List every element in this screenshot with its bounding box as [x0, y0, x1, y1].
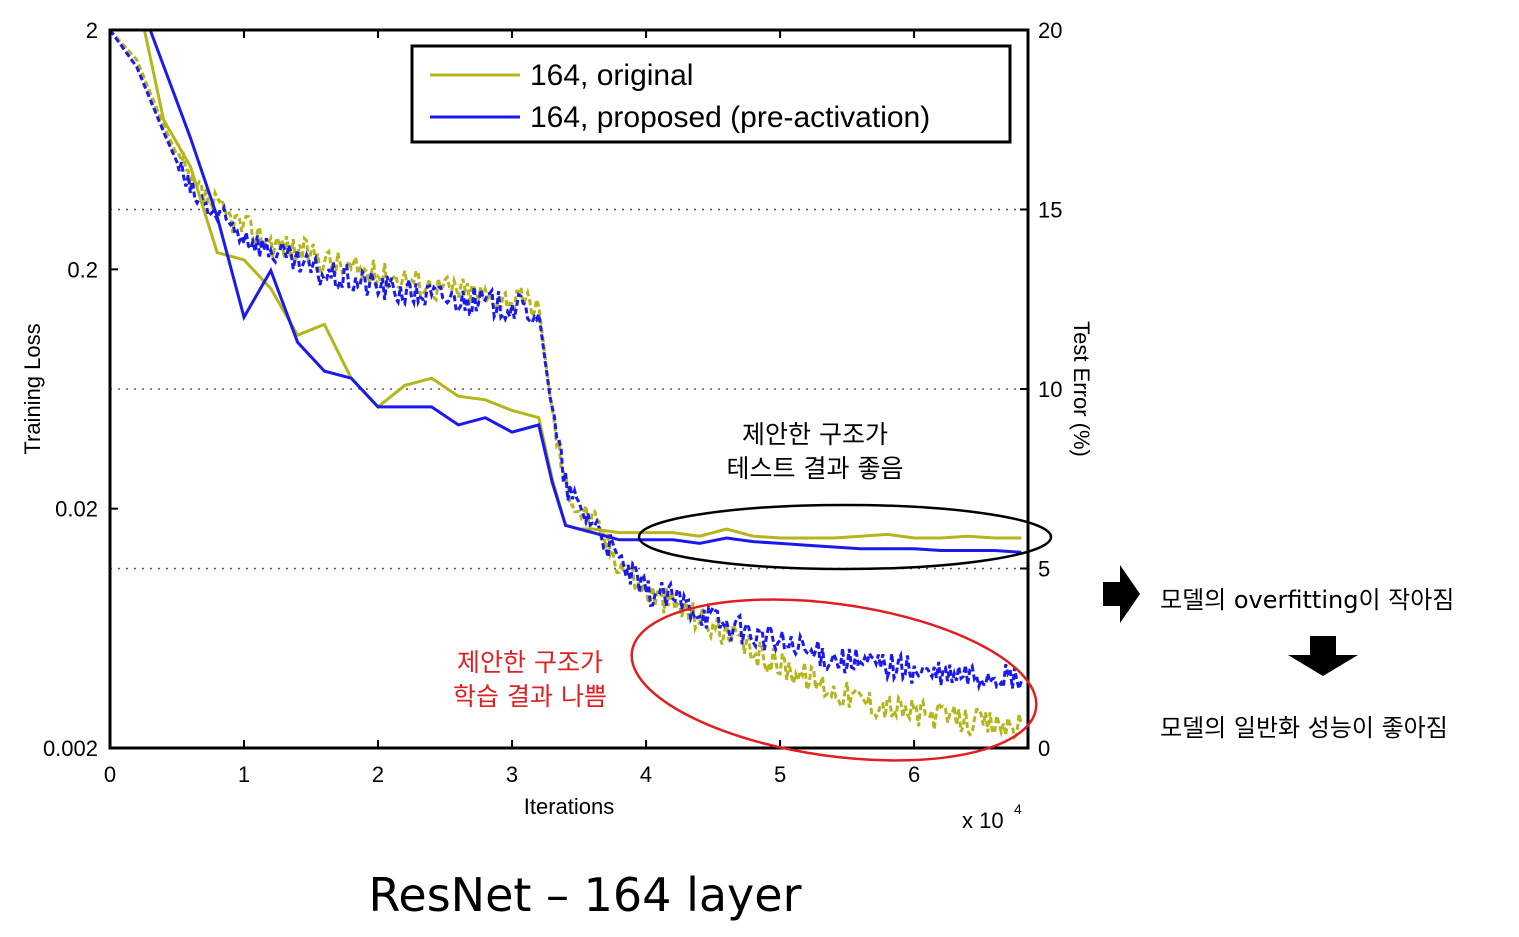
- legend-label: 164, original: [530, 59, 693, 92]
- annotation-ellipses: [630, 503, 1053, 762]
- x-tick-label: 0: [104, 762, 116, 787]
- red-annotation-line1: 제안한 구조가: [457, 648, 603, 677]
- black-annotation: 제안한 구조가 테스트 결과 좋음: [680, 418, 950, 486]
- x-axis-label: Iterations: [524, 794, 615, 819]
- x-tick-label: 6: [908, 762, 920, 787]
- y-left-tick-label: 0.002: [43, 736, 98, 761]
- y-left-tick-label: 2: [86, 18, 98, 43]
- side-note-overfitting: 모델의 overfitting이 작아짐: [1160, 586, 1455, 614]
- y-left-axis-label: Training Loss: [20, 323, 45, 454]
- figure-caption: ResNet – 164 layer: [368, 868, 802, 922]
- y-right-tick-label: 20: [1038, 18, 1062, 43]
- y-left-tick-label: 0.02: [55, 497, 98, 522]
- down-arrow-icon: [1288, 636, 1358, 676]
- black-highlight-ellipse: [637, 503, 1053, 571]
- x-tick-label: 1: [238, 762, 250, 787]
- right-arrow-icon: [1103, 565, 1140, 623]
- y-right-tick-label: 5: [1038, 557, 1050, 582]
- legend-label: 164, proposed (pre-activation): [530, 101, 930, 134]
- axis-labels: 0 1 2 3 4 5 6 2 0.2 0.02 0.002 20 15 10 5 0 Iterations x …: [20, 18, 1094, 833]
- y-right-tick-label: 0: [1038, 736, 1050, 761]
- arrows: [1103, 565, 1358, 676]
- x-tick-label: 3: [506, 762, 518, 787]
- x-tick-label: 5: [774, 762, 786, 787]
- black-annotation-line2: 테스트 결과 좋음: [726, 454, 904, 483]
- black-annotation-line1: 제안한 구조가: [742, 420, 888, 449]
- series-line-test-error-proposed: [148, 30, 1022, 554]
- x-axis-multiplier-exponent: 4: [1014, 801, 1022, 817]
- side-note-generalization: 모델의 일반화 성능이 좋아짐: [1160, 714, 1448, 742]
- y-left-tick-label: 0.2: [67, 257, 98, 282]
- series-layer: [110, 30, 1023, 741]
- red-annotation: 제안한 구조가 학습 결과 나쁨: [400, 646, 660, 714]
- x-tick-label: 4: [640, 762, 652, 787]
- y-right-tick-label: 10: [1038, 377, 1062, 402]
- gridlines: [110, 208, 1028, 570]
- y-right-tick-label: 15: [1038, 198, 1062, 223]
- red-annotation-line2: 학습 결과 나쁨: [453, 682, 607, 711]
- x-tick-label: 2: [372, 762, 384, 787]
- y-right-axis-label: Test Error (%): [1069, 321, 1094, 457]
- legend: 164, original 164, proposed (pre-activati…: [410, 44, 1012, 144]
- red-highlight-ellipse: [630, 598, 1038, 762]
- x-axis-multiplier: x 10: [962, 808, 1004, 833]
- axis-ticks: [109, 29, 1028, 749]
- legend-box: [410, 44, 1012, 144]
